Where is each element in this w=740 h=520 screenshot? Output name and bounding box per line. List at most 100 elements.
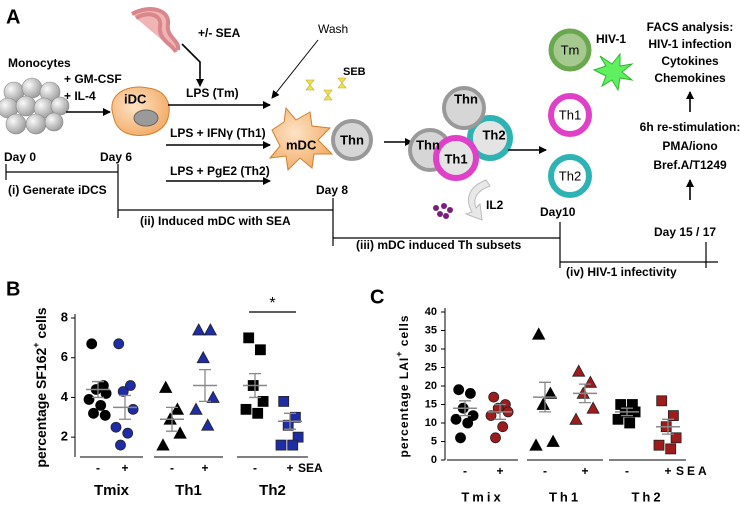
label: mDC [286,137,317,152]
dot [115,439,126,451]
y-tick-label: 20 [425,380,437,392]
dot [86,338,98,350]
dot [254,344,266,356]
dot [653,439,665,451]
y-axis-label-part: + [31,342,41,347]
virus-icon [592,52,634,92]
label: + GM-CSF [64,72,122,86]
dot [252,407,264,419]
label: LPS + PgE2 (Th2) [170,164,270,178]
dot [159,380,173,393]
group-label: Tmix [461,489,503,504]
dot [485,410,497,422]
x-tick-label: + [496,464,503,478]
x-tick-label: - [253,461,257,475]
condition-label: SEA [298,461,323,475]
dot [122,427,134,439]
y-tick-label: 25 [425,361,437,373]
label: Day 8 [316,183,348,197]
x-tick-label: + [121,461,128,475]
dot [243,332,255,344]
arrow [271,39,319,99]
error-bar [459,400,471,417]
dot [170,402,185,415]
label: Day 6 [100,150,132,164]
error-bar [539,381,551,413]
dot [278,395,290,407]
label: Thn [454,91,478,106]
label: Th2 [482,127,505,142]
th1-cell [548,93,592,137]
label: (ii) Induced mDC with SEA [140,214,291,228]
dot [586,401,600,414]
dot [196,350,210,364]
y-tick-label: 15 [425,398,437,410]
dot [656,395,668,407]
dot [201,418,215,431]
dot [453,384,465,396]
label: Tm [561,42,580,57]
label: HIV-1 [596,32,626,46]
y-tick-label: 5 [431,435,437,447]
label: +/- SEA [198,26,241,40]
y-tick-label: 6 [61,349,68,364]
error-bar [166,406,178,432]
x-tick-label: + [664,464,671,478]
error-bar [662,418,674,435]
y-tick-label: 10 [425,417,437,429]
cytokine-dots [433,203,453,219]
error-bar [621,407,633,417]
dot [532,327,546,340]
dot [455,432,466,444]
x-tick-label: + [286,461,293,475]
group-label: Th1 [549,489,581,504]
thn-cell [442,86,486,130]
dot [117,386,129,397]
y-axis-label-part: cells [33,307,49,342]
dot [624,417,636,429]
error-bar [249,372,261,399]
dot [282,419,294,431]
dot [124,380,136,391]
dot [670,432,682,444]
y-axis-label-part: + [394,351,404,357]
group-label: Th2 [259,482,286,499]
mdc-cell [268,106,334,172]
label: LPS + IFNγ (Th1) [170,126,266,140]
label: IL2 [486,198,504,212]
dot [665,443,677,455]
error-bar [92,380,104,399]
y-tick-label: 4 [61,389,69,404]
label: SEB [343,66,366,78]
dot [583,375,598,388]
dot [546,434,560,447]
label: Th1 [444,151,467,166]
label: Thn [416,137,440,152]
y-axis-label-part: percentage LAI [397,357,411,458]
dot [88,407,99,419]
error-bar [119,394,131,420]
y-tick-label: 35 [425,324,437,336]
y-axis-label: percentage LAI+ cells [394,315,411,458]
label: Bref.A/T1249 [653,158,727,172]
x-tick-label: - [625,464,629,478]
label: (iii) mDC induced Th subsets [356,238,522,252]
timeline [5,164,718,268]
y-axis-label: percentage SF162+ cells [31,307,48,467]
dot [529,438,543,451]
label: Day10 [540,205,576,219]
x-tick-label: + [581,464,588,478]
x-tick-label: - [463,464,467,478]
y-tick-label: 2 [61,429,68,444]
x-tick-label: - [96,461,100,475]
dot [572,364,586,377]
dot [240,403,252,415]
label: 6h re-stimulation: [640,120,740,134]
monocytes-icon [0,77,70,135]
y-axis-label-part: cells [397,315,411,351]
label: Thn [340,132,364,147]
error-bar [284,412,296,430]
dot [206,390,220,403]
error-bar [199,368,211,403]
label: Chemokines [654,71,726,85]
